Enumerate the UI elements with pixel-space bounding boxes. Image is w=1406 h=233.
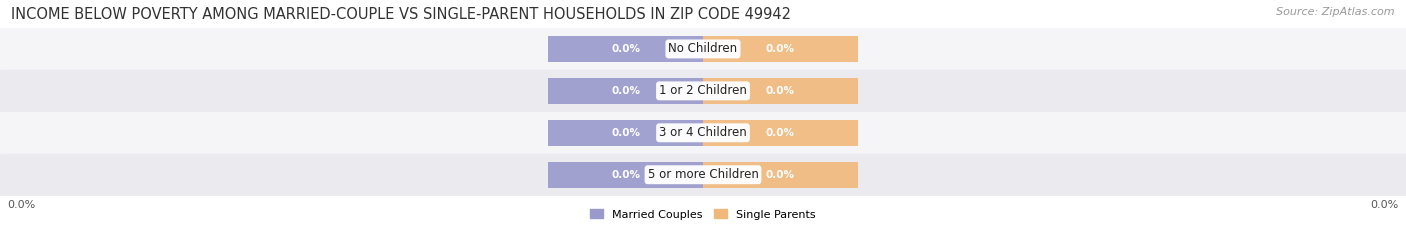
Text: Source: ZipAtlas.com: Source: ZipAtlas.com [1277,7,1395,17]
Bar [0,112,1406,154]
Text: 0.0%: 0.0% [612,86,640,96]
Bar [703,162,858,188]
Bar [0,70,1406,112]
Text: 0.0%: 0.0% [766,86,794,96]
Text: 0.0%: 0.0% [612,170,640,180]
Bar [703,120,858,146]
Text: 1 or 2 Children: 1 or 2 Children [659,84,747,97]
Text: 0.0%: 0.0% [1371,200,1399,210]
Bar [0,154,1406,196]
Bar [548,120,703,146]
Bar [548,78,703,104]
Bar [703,78,858,104]
Text: 0.0%: 0.0% [766,44,794,54]
Bar [0,28,1406,70]
Text: 0.0%: 0.0% [612,44,640,54]
Text: INCOME BELOW POVERTY AMONG MARRIED-COUPLE VS SINGLE-PARENT HOUSEHOLDS IN ZIP COD: INCOME BELOW POVERTY AMONG MARRIED-COUPL… [11,7,792,22]
Bar [548,36,703,62]
Text: 3 or 4 Children: 3 or 4 Children [659,126,747,139]
Text: 0.0%: 0.0% [7,200,35,210]
Text: 0.0%: 0.0% [766,128,794,138]
Text: 5 or more Children: 5 or more Children [648,168,758,181]
Legend: Married Couples, Single Parents: Married Couples, Single Parents [591,209,815,219]
Bar [703,36,858,62]
Bar [548,162,703,188]
Text: 0.0%: 0.0% [766,170,794,180]
Text: 0.0%: 0.0% [612,128,640,138]
Text: No Children: No Children [668,42,738,55]
